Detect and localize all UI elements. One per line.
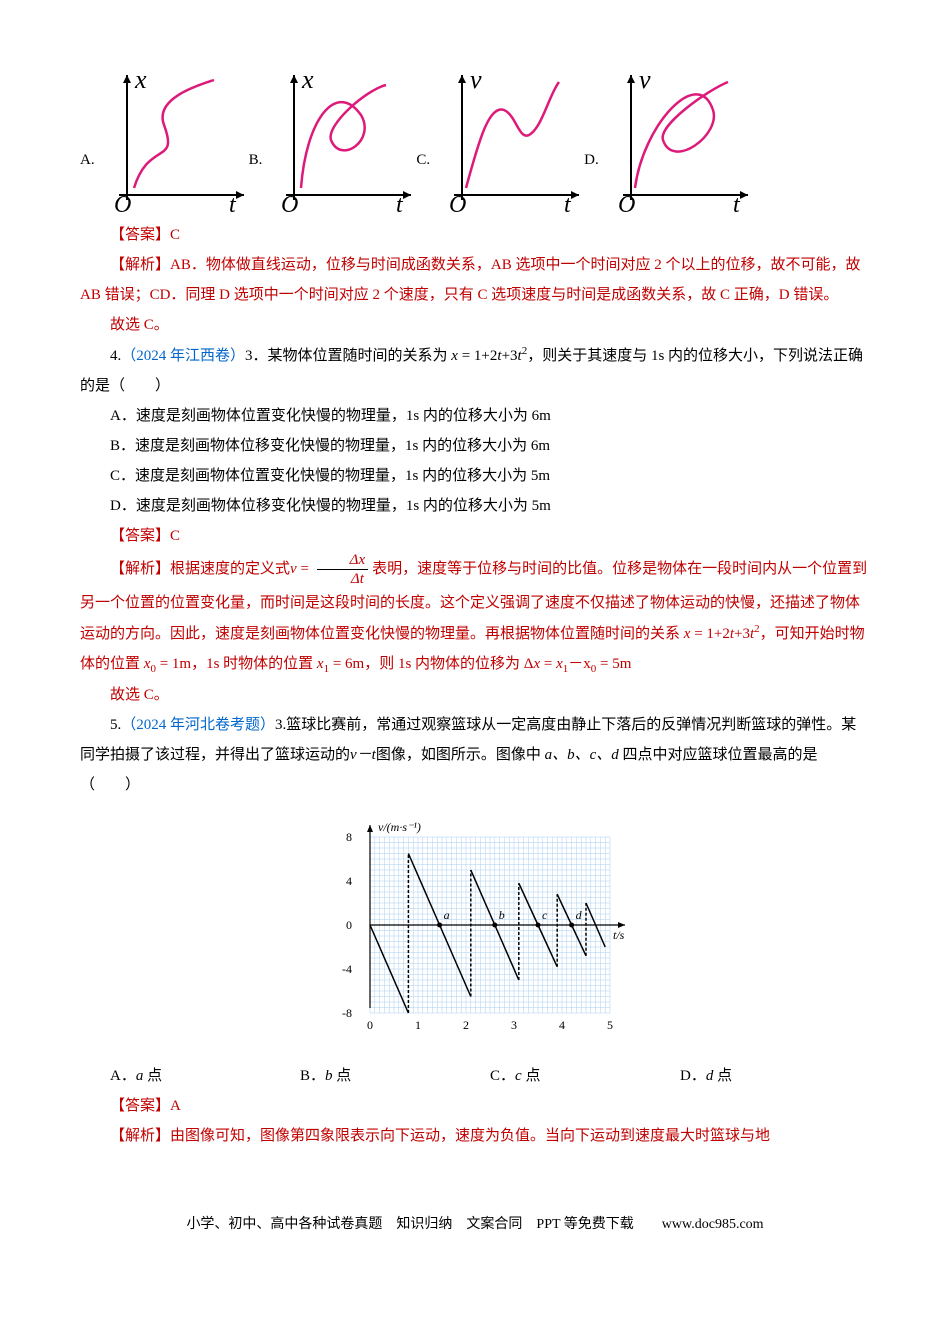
q5-answer: 【答案】A (110, 1091, 870, 1121)
svg-text:v: v (470, 70, 482, 94)
vt-graph-svg: v/(m·s⁻¹) t/s -8 -4 0 4 8 0 1 2 3 4 5 a b c d (315, 810, 635, 1040)
q4-option-B: B．速度是刻画物体位移变化快慢的物理量，1s 内的位移大小为 6m (110, 431, 870, 461)
vt: v－t (350, 747, 376, 763)
svg-text:2: 2 (463, 1018, 469, 1032)
denominator: Δt (317, 570, 368, 588)
q5-subnum: 3. (275, 717, 286, 733)
answer-value: C (170, 227, 180, 243)
svg-text:O: O (114, 192, 131, 215)
svg-text:v: v (639, 70, 651, 94)
analysis-text: 由图像可知，图像第四象限表示向下运动，速度为负值。当向下运动到速度最大时篮球与地 (170, 1128, 770, 1144)
q3-option-C: C. v O t (416, 70, 584, 215)
q5-graph: v/(m·s⁻¹) t/s -8 -4 0 4 8 0 1 2 3 4 5 a b c d (80, 810, 870, 1051)
answer-label: 【答案】 (110, 528, 170, 544)
svg-text:-8: -8 (342, 1006, 352, 1020)
analysis-text: AB．物体做直线运动，位移与时间成函数关系，AB 选项中一个时间对应 2 个以上… (80, 257, 860, 303)
option-letter: D. (584, 145, 599, 215)
numerator: Δx (317, 551, 368, 570)
svg-text:v/(m·s⁻¹): v/(m·s⁻¹) (378, 820, 421, 834)
svg-text:t/s: t/s (613, 928, 625, 942)
svg-text:5: 5 (607, 1018, 613, 1032)
analysis-label: 【解析】 (110, 257, 170, 273)
q3-conclusion: 故选 C。 (80, 310, 870, 340)
svg-text:x: x (134, 70, 147, 94)
q3-option-B: B. x O t (249, 70, 417, 215)
q5-number: 5. (110, 717, 121, 733)
svg-text:c: c (542, 908, 548, 922)
q5-stem-b: 图像，如图所示。图像中 (376, 747, 545, 763)
answer-label: 【答案】 (110, 1098, 170, 1114)
q5-options: A．a 点 B．b 点 C．c 点 D．d 点 (110, 1061, 870, 1091)
svg-text:4: 4 (346, 874, 352, 888)
page-footer: 小学、初中、高中各种试卷真题 知识归纳 文案合同 PPT 等免费下载 www.d… (80, 1211, 870, 1239)
q4-stem: 4.（2024 年江西卷）3．某物体位置随时间的关系为 x = 1+2t+3t2… (80, 340, 870, 401)
q5-option-D: D．d 点 (680, 1061, 870, 1091)
svg-text:b: b (499, 908, 505, 922)
answer-label: 【答案】 (110, 227, 170, 243)
q5-analysis: 【解析】由图像可知，图像第四象限表示向下运动，速度为负值。当向下运动到速度最大时… (80, 1121, 870, 1151)
answer-value: A (170, 1098, 181, 1114)
q5-option-B: B．b 点 (300, 1061, 490, 1091)
svg-text:0: 0 (367, 1018, 373, 1032)
q4-option-A: A．速度是刻画物体位置变化快慢的物理量，1s 内的位移大小为 6m (110, 401, 870, 431)
q4-answer: 【答案】C (110, 521, 870, 551)
q4-option-D: D．速度是刻画物体位移变化快慢的物理量，1s 内的位移大小为 5m (110, 491, 870, 521)
analysis-label: 【解析】 (110, 561, 170, 577)
q4-subnum: 3． (245, 348, 268, 364)
answer-value: C (170, 528, 180, 544)
svg-text:O: O (281, 192, 298, 215)
q4-analysis-a: 根据速度的定义式 (170, 561, 290, 577)
q5-source: （2024 年河北卷考题） (121, 717, 275, 733)
q4-number: 4. (110, 348, 121, 364)
graph-x-t-loop: x O t (266, 70, 416, 215)
q4-formula: x (451, 348, 458, 364)
svg-text:4: 4 (559, 1018, 565, 1032)
graph-v-t-wave: v O t (434, 70, 584, 215)
q3-analysis: 【解析】AB．物体做直线运动，位移与时间成函数关系，AB 选项中一个时间对应 2… (80, 250, 870, 310)
q3-option-A: A. x O t (80, 70, 249, 215)
svg-text:1: 1 (415, 1018, 421, 1032)
q4-stem-a: 某物体位置随时间的关系为 (268, 348, 452, 364)
svg-text:d: d (576, 908, 583, 922)
q5-option-C: C．c 点 (490, 1061, 680, 1091)
q4-source: （2024 年江西卷） (121, 348, 245, 364)
analysis-label: 【解析】 (110, 1128, 170, 1144)
svg-text:O: O (618, 192, 635, 215)
q4-option-C: C．速度是刻画物体位置变化快慢的物理量，1s 内的位移大小为 5m (110, 461, 870, 491)
q3-answer: 【答案】C (80, 220, 870, 250)
abcd: a、b、c、d (545, 747, 619, 763)
q4-analysis: 【解析】根据速度的定义式v = ΔxΔt表明，速度等于位移与时间的比值。位移是物… (80, 551, 870, 680)
fraction: ΔxΔt (317, 551, 368, 588)
svg-text:3: 3 (511, 1018, 517, 1032)
graph-v-t-loop: v O t (603, 70, 753, 215)
graph-x-t-s-curve: x O t (99, 70, 249, 215)
q4-conclusion: 故选 C。 (80, 680, 870, 710)
svg-text:-4: -4 (342, 962, 352, 976)
q5-stem: 5.（2024 年河北卷考题）3.篮球比赛前，常通过观察篮球从一定高度由静止下落… (80, 710, 870, 800)
q5-option-A: A．a 点 (110, 1061, 300, 1091)
svg-text:a: a (444, 908, 450, 922)
svg-text:x: x (301, 70, 314, 94)
option-letter: C. (416, 145, 430, 215)
q3-options-row: A. x O t B. x O t C. (80, 70, 870, 215)
option-letter: A. (80, 145, 95, 215)
q3-option-D: D. v O t (584, 70, 753, 215)
svg-text:O: O (449, 192, 466, 215)
svg-text:8: 8 (346, 830, 352, 844)
option-letter: B. (249, 145, 263, 215)
svg-text:0: 0 (346, 918, 352, 932)
